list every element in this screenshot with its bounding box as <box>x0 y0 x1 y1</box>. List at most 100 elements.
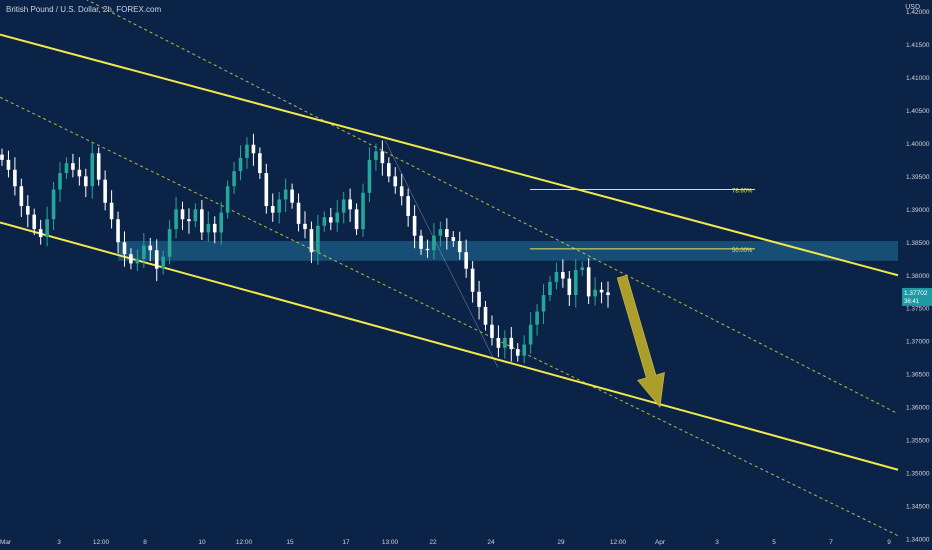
candle-body <box>258 153 262 174</box>
candle-body <box>445 229 449 238</box>
x-tick-label: Apr <box>655 539 666 546</box>
candle-body <box>361 192 365 230</box>
current-price-value: 1.37702 <box>904 290 928 297</box>
x-tick-label: 9 <box>887 539 891 546</box>
candle-body <box>432 235 436 251</box>
fibonacci-levels: 78.60% 50.00% <box>530 189 755 254</box>
candle-body <box>277 199 282 213</box>
candle-body <box>264 173 269 207</box>
y-tick-label: 1.38000 <box>906 273 930 280</box>
x-tick-label: 12:00 <box>93 539 110 546</box>
candle-body <box>606 292 610 296</box>
lower-dashed-line <box>0 96 899 537</box>
candle-body <box>19 186 24 207</box>
candle-body <box>548 281 552 296</box>
candle-body <box>290 189 294 203</box>
candle-body <box>77 169 82 177</box>
candle-body <box>316 225 320 253</box>
y-tick-label: 1.39500 <box>906 174 930 181</box>
candle-body <box>419 235 423 249</box>
current-price-tag <box>902 287 932 306</box>
candle-body <box>193 209 198 222</box>
candle-body <box>64 163 69 174</box>
y-tick-label: 1.36500 <box>906 372 930 379</box>
currency-label: USD <box>905 4 920 11</box>
countdown-value: 36:41 <box>904 299 920 305</box>
y-tick-label: 1.41500 <box>906 42 930 49</box>
candle-body <box>412 215 417 236</box>
candle-body <box>90 153 95 187</box>
x-tick-label: 29 <box>557 539 565 546</box>
candle-body <box>599 289 604 293</box>
lower-channel-line <box>0 221 899 471</box>
x-tick-label: 8 <box>143 539 147 546</box>
candle-body <box>496 337 501 348</box>
x-tick-label: 12:00 <box>236 539 253 546</box>
y-tick-label: 1.39000 <box>906 207 930 214</box>
candle-body <box>206 223 211 233</box>
time-axis[interactable]: Mar 3 12:00 8 10 12:00 15 17 13:00 22 24 29 12:00 Apr… <box>0 539 891 546</box>
x-tick-label: 10 <box>198 539 206 546</box>
candle-body <box>219 212 223 233</box>
y-tick-label: 1.35500 <box>906 438 930 445</box>
candle-body <box>103 179 107 203</box>
candle-body <box>238 157 243 172</box>
candle-body <box>399 186 404 197</box>
x-tick-label: 13:00 <box>382 539 399 546</box>
candle-body <box>251 144 256 154</box>
candle-body <box>51 189 56 220</box>
candle-body <box>593 289 597 297</box>
trend-lines <box>0 0 899 537</box>
candle-body <box>58 173 62 190</box>
candle-body <box>509 337 514 350</box>
candle-body <box>541 295 546 312</box>
candle-body <box>96 153 101 180</box>
candle-body <box>109 202 114 220</box>
candle-body <box>32 214 37 230</box>
candle-body <box>167 229 172 257</box>
y-tick-label: 1.40500 <box>906 108 930 115</box>
x-tick-label: 22 <box>429 539 437 546</box>
candle-body <box>161 256 165 269</box>
candle-body <box>71 163 75 170</box>
candle-body <box>438 229 443 236</box>
y-tick-label: 1.34000 <box>906 536 930 543</box>
candle-body <box>200 209 204 233</box>
upper-dashed-line <box>86 0 899 415</box>
x-tick-label: 7 <box>829 539 833 546</box>
candle-body <box>586 267 591 297</box>
candle-body <box>515 349 520 356</box>
candle-body <box>464 252 468 269</box>
candle-body <box>303 223 307 230</box>
candle-body <box>148 245 153 251</box>
candle-body <box>380 151 385 164</box>
candle-body <box>174 209 178 230</box>
candle-body <box>354 209 359 230</box>
candle-body <box>406 196 410 216</box>
candle-body <box>180 209 185 220</box>
candle-body <box>296 202 301 224</box>
chart-title: British Pound / U.S. Dollar, 2h, FOREX.c… <box>6 5 162 14</box>
candle-body <box>393 176 398 187</box>
y-tick-label: 1.35000 <box>906 471 930 478</box>
y-tick-label: 1.37000 <box>906 339 930 346</box>
candle-body <box>13 169 17 187</box>
y-tick-label: 1.42000 <box>906 9 930 16</box>
candle-body <box>122 242 127 255</box>
candle-body <box>232 171 236 187</box>
candle-body <box>567 278 572 296</box>
price-axis[interactable]: 1.42000 1.41500 1.41000 1.40500 1.40000 1.395… <box>902 9 932 543</box>
x-tick-label: 17 <box>342 539 350 546</box>
candle-body <box>322 217 327 226</box>
y-tick-label: 1.38500 <box>906 240 930 247</box>
candle-body <box>129 254 133 264</box>
candle-body <box>483 306 488 325</box>
candle-body <box>116 219 120 243</box>
candle-body <box>528 324 533 345</box>
y-tick-label: 1.34500 <box>906 504 930 511</box>
x-tick-label: 24 <box>487 539 495 546</box>
candles <box>0 133 610 364</box>
candle-body <box>309 229 314 253</box>
x-tick-label: 3 <box>715 539 719 546</box>
